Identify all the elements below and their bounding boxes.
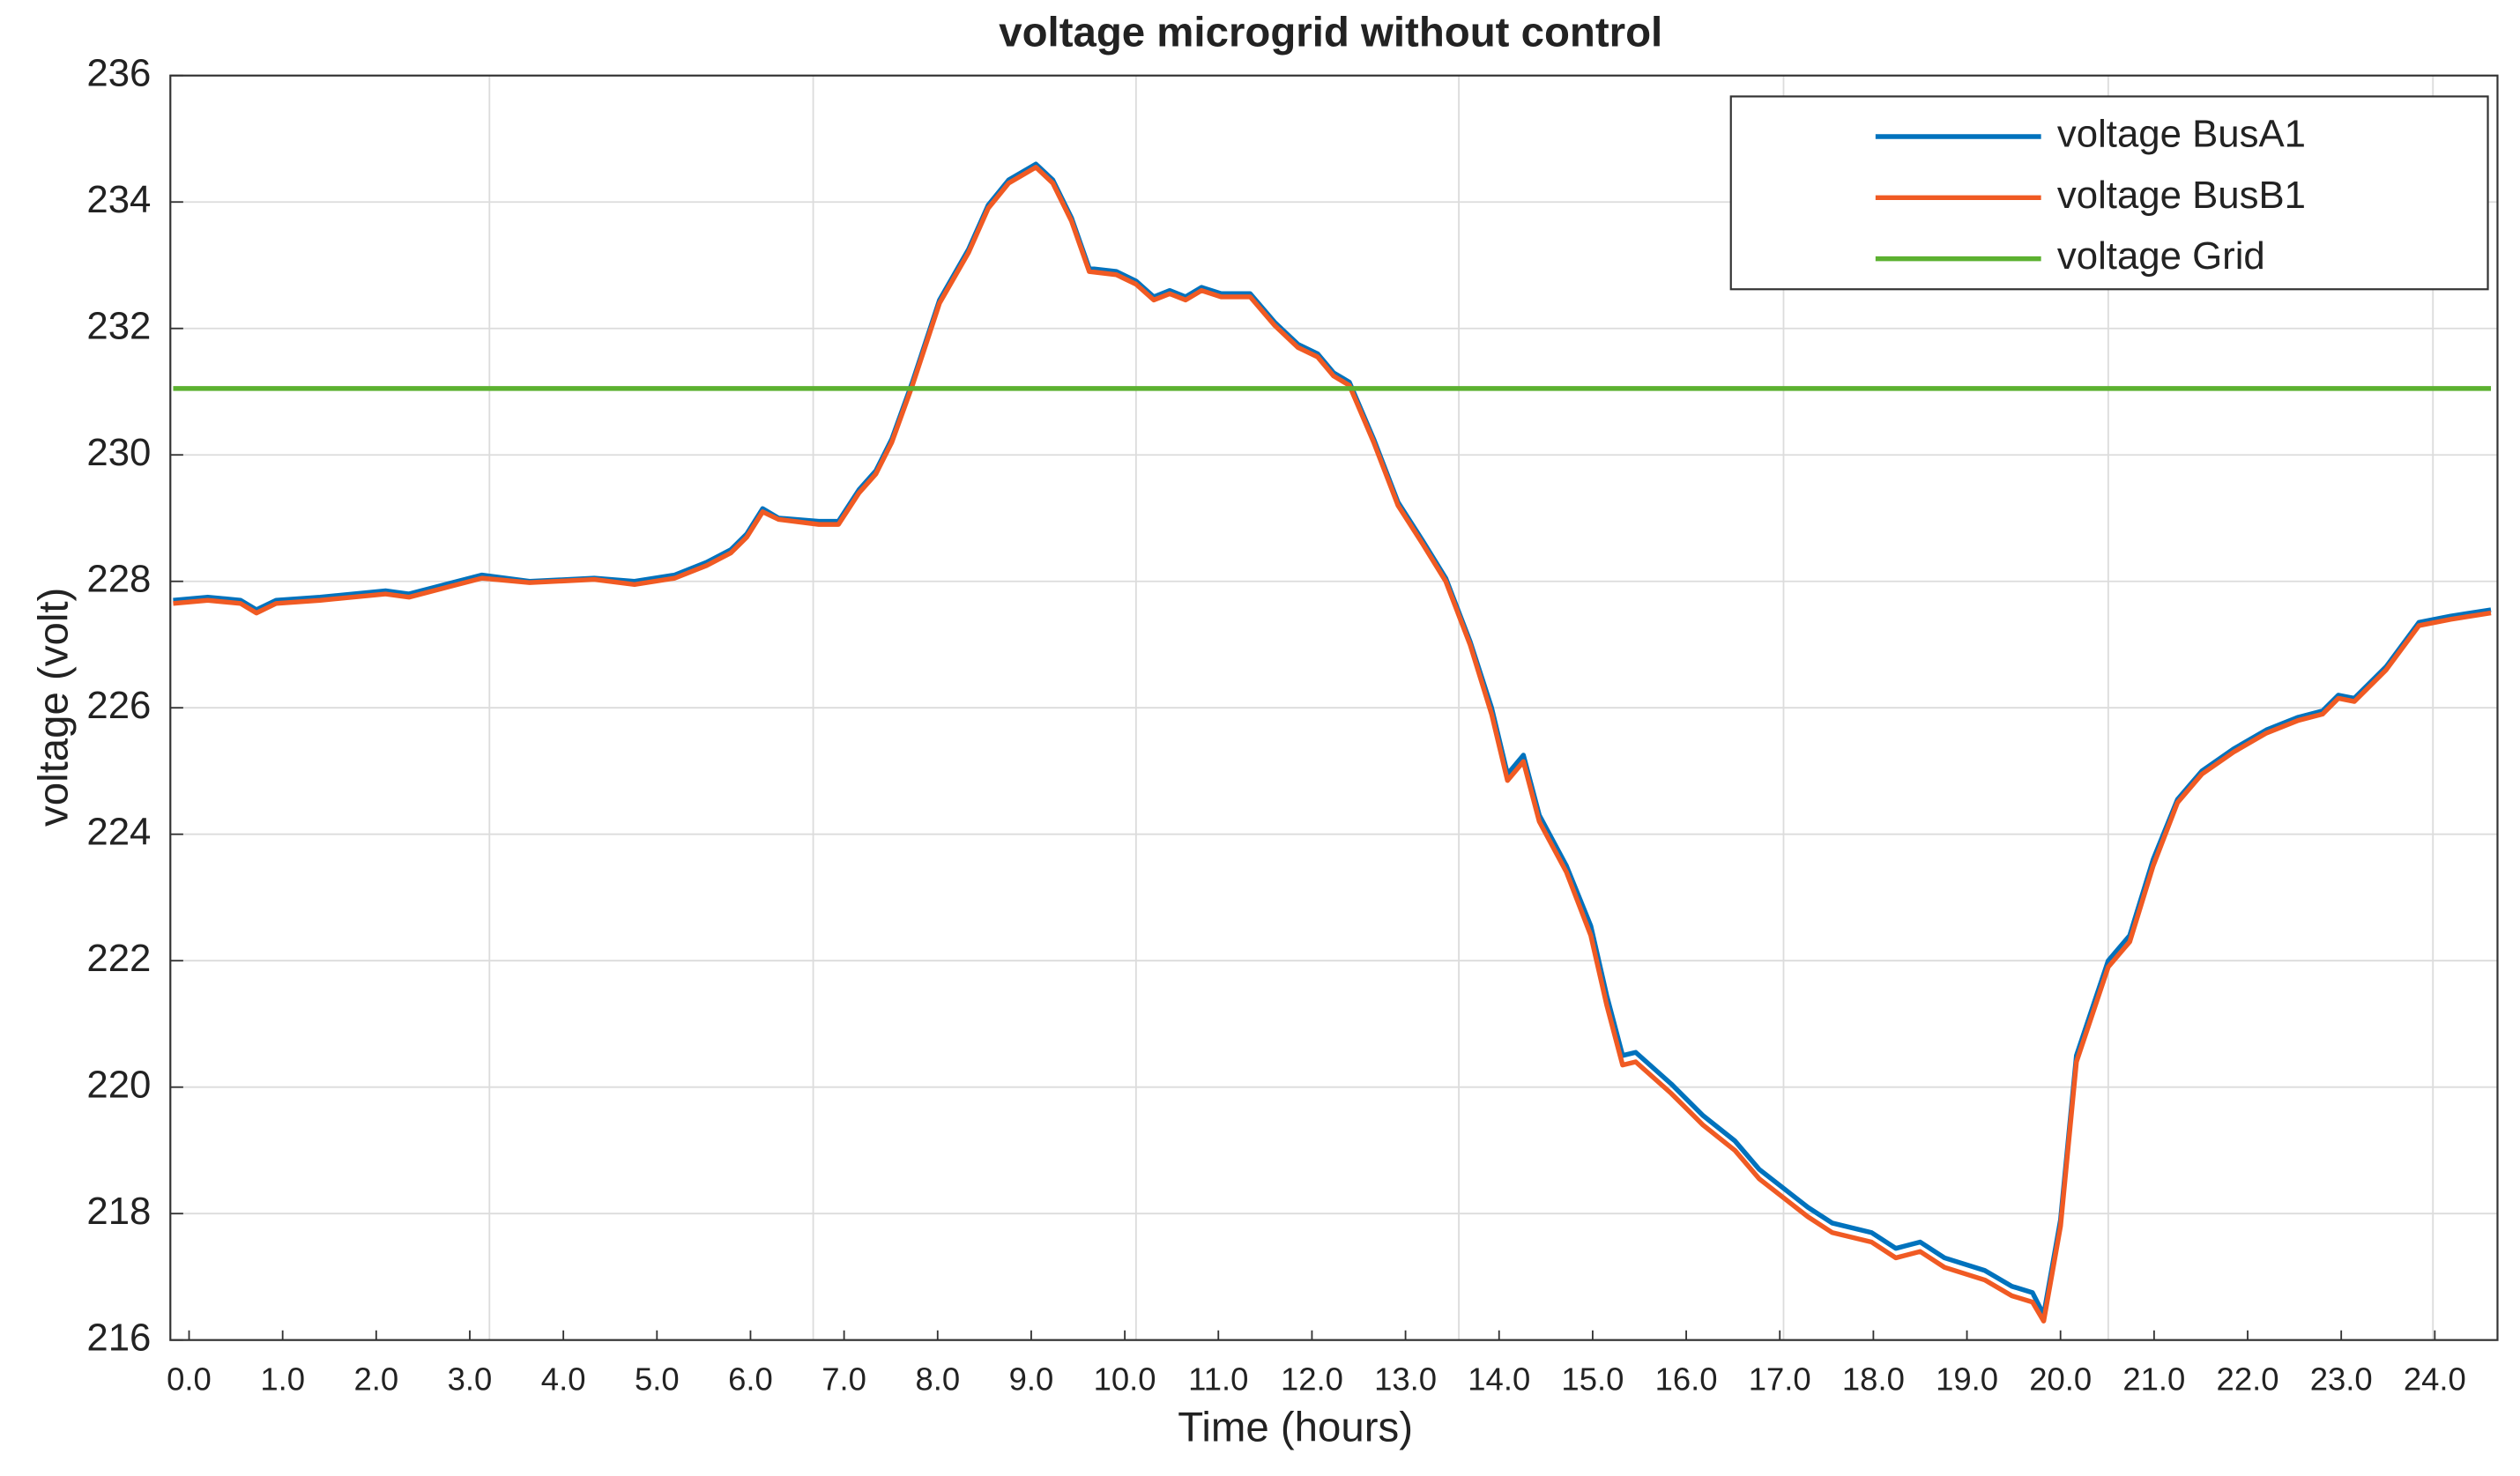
x-tick-label: 7.0	[821, 1361, 866, 1398]
y-tick-label: 216	[86, 1316, 151, 1359]
x-tick-label: 2.0	[353, 1361, 398, 1398]
x-tick-label: 6.0	[728, 1361, 773, 1398]
y-tick-label: 226	[86, 684, 151, 727]
legend-label: voltage BusB1	[2057, 174, 2306, 217]
x-tick-label: 0.0	[167, 1361, 212, 1398]
y-tick-label: 218	[86, 1190, 151, 1233]
y-tick-label: 232	[86, 304, 151, 347]
series-line	[173, 161, 2492, 1317]
x-tick-label: 3.0	[448, 1361, 493, 1398]
legend-label: voltage BusA1	[2057, 113, 2306, 156]
x-tick-label: 21.0	[2122, 1361, 2185, 1398]
x-tick-label: 18.0	[1842, 1361, 1905, 1398]
y-tick-label: 230	[86, 431, 151, 474]
y-tick-label: 228	[86, 557, 151, 600]
x-tick-label: 22.0	[2217, 1361, 2279, 1398]
chart-title: voltage microgrid without control	[999, 10, 1662, 56]
plot-frame	[169, 74, 2499, 1341]
x-tick-label: 20.0	[2029, 1361, 2092, 1398]
x-tick-label: 13.0	[1374, 1361, 1437, 1398]
x-tick-label: 8.0	[915, 1361, 960, 1398]
x-tick-label: 11.0	[1188, 1361, 1248, 1398]
x-tick-label: 17.0	[1749, 1361, 1811, 1398]
x-tick-label: 5.0	[635, 1361, 680, 1398]
x-axis-label: Time (hours)	[1178, 1404, 1413, 1450]
y-tick-label: 236	[86, 51, 151, 94]
x-tick-label: 14.0	[1468, 1361, 1530, 1398]
series-line	[173, 165, 2492, 1324]
legend-label: voltage Grid	[2057, 234, 2265, 278]
x-tick-label: 16.0	[1655, 1361, 1718, 1398]
x-tick-label: 12.0	[1281, 1361, 1343, 1398]
y-tick-label: 222	[86, 937, 151, 980]
x-tick-label: 24.0	[2404, 1361, 2466, 1398]
y-tick-label: 220	[86, 1063, 151, 1106]
x-tick-label: 9.0	[1009, 1361, 1054, 1398]
x-tick-label: 23.0	[2310, 1361, 2373, 1398]
x-tick-label: 4.0	[541, 1361, 586, 1398]
y-tick-label: 234	[86, 178, 151, 221]
x-tick-label: 15.0	[1561, 1361, 1624, 1398]
x-tick-label: 10.0	[1094, 1361, 1156, 1398]
legend-box	[1729, 95, 2489, 291]
y-tick-label: 224	[86, 810, 151, 853]
x-tick-label: 19.0	[1936, 1361, 1998, 1398]
y-axis-label: voltage (volt)	[30, 588, 77, 827]
x-tick-label: 1.0	[260, 1361, 305, 1398]
